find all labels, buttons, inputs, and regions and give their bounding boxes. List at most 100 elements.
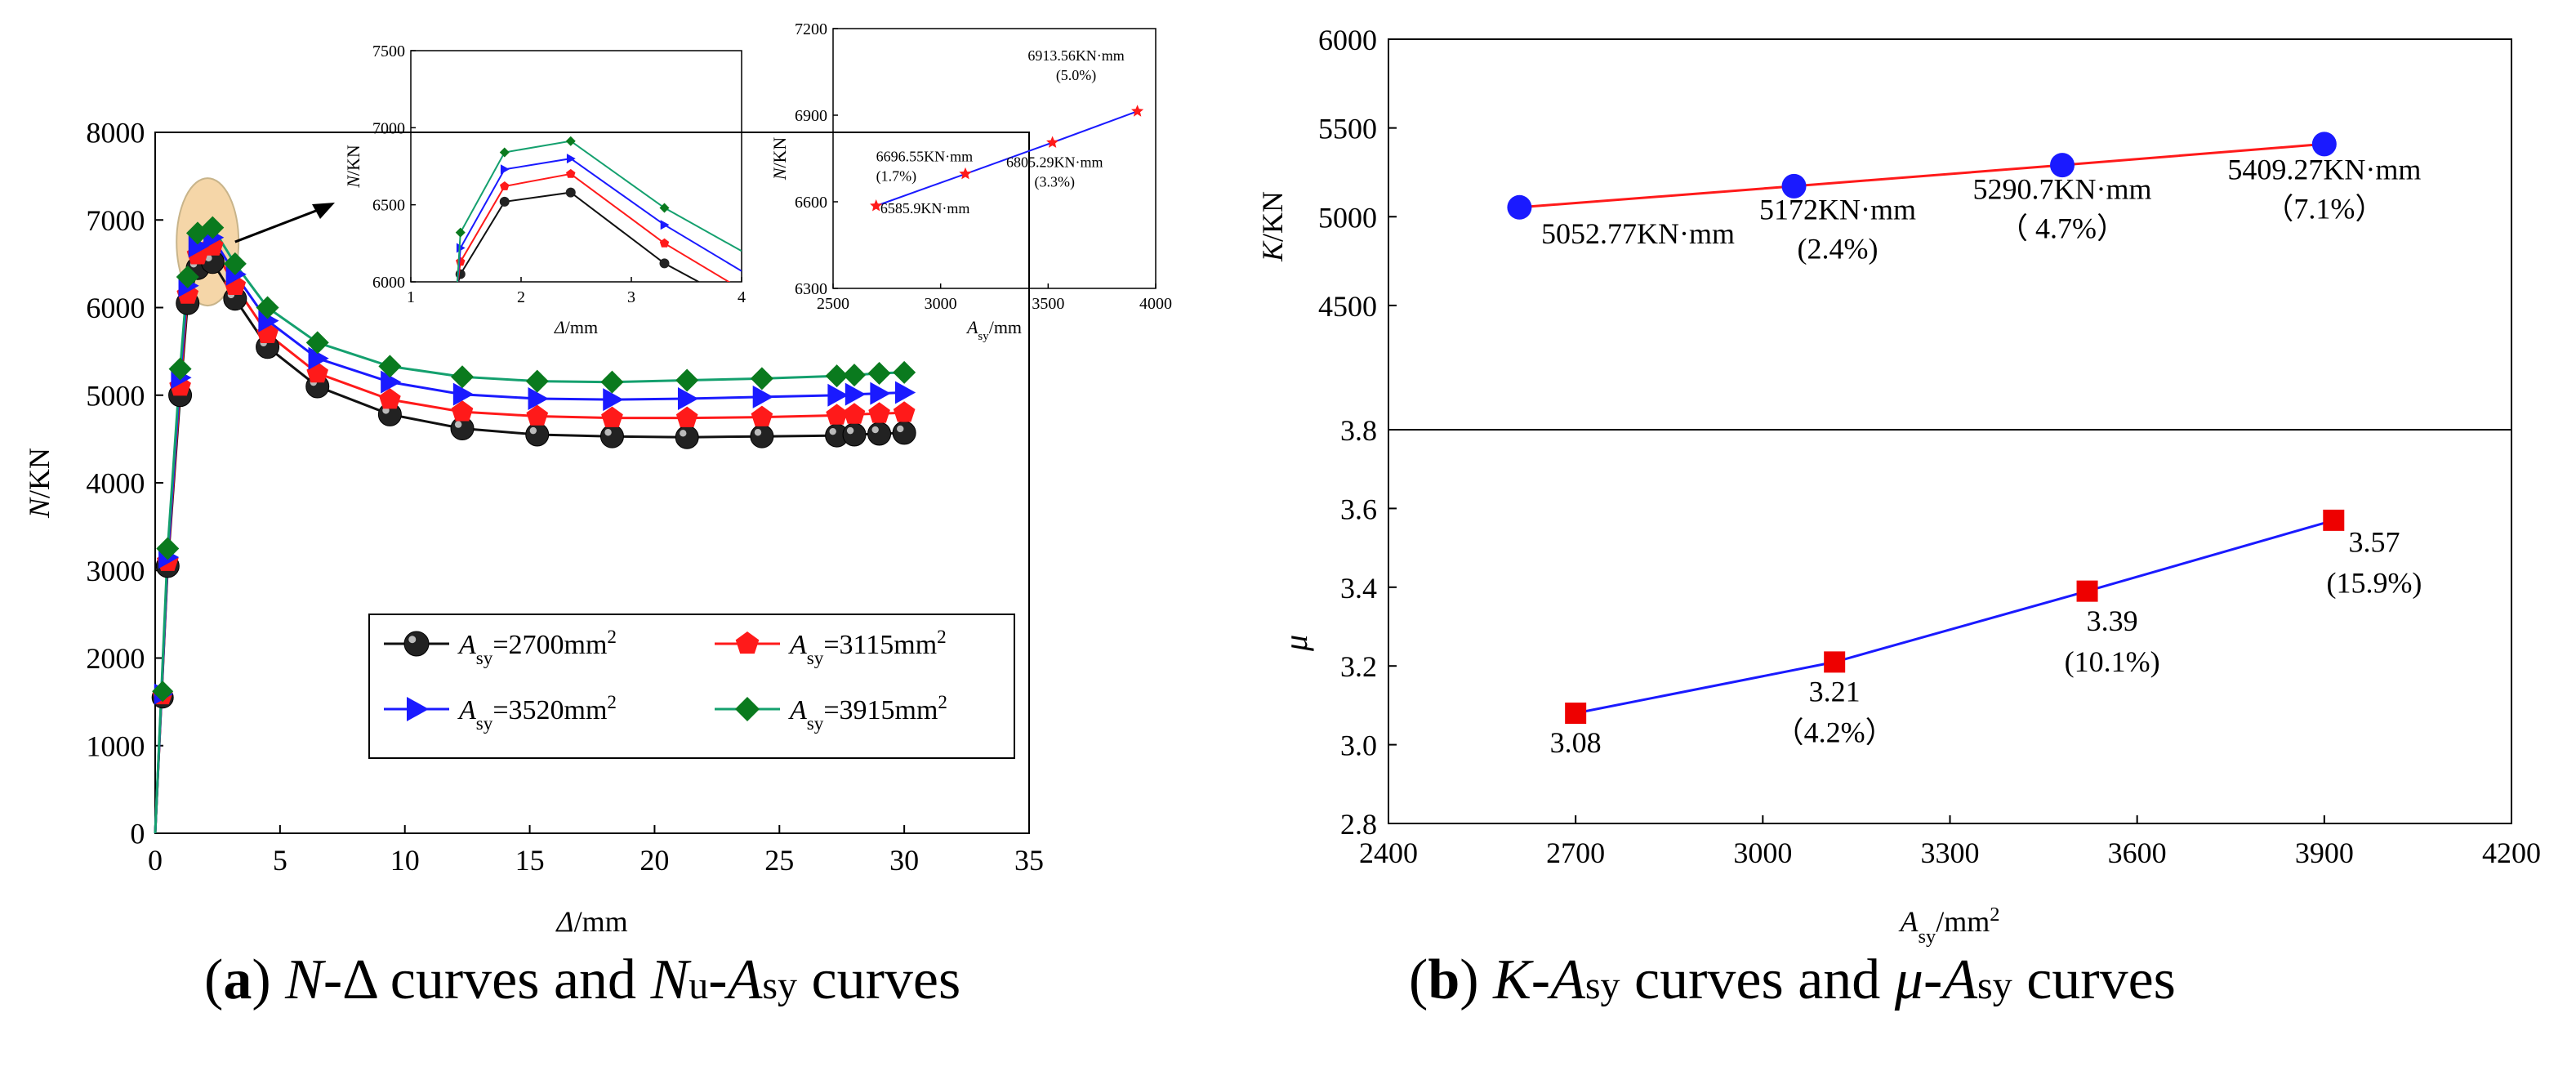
x-axis-label: Δ/mm	[555, 905, 627, 938]
data-point	[893, 401, 916, 422]
data-point	[1046, 136, 1059, 148]
inset-plot-area	[455, 136, 742, 282]
legend-label: Asy=3520mm2	[457, 692, 617, 734]
y-tick-label: 6900	[795, 107, 827, 125]
chart-k-asy: 4500 5000 5500 6000 K/KN 5052.77KN·mm 5172KN·m…	[1256, 24, 2512, 431]
y-axis-label: K/KN	[1256, 191, 1289, 262]
series-line-1	[457, 172, 731, 282]
chart-mu-asy: 2400 2700 3000 3300 3600 3900 4200 2.8 3.0 3.2 3.4…	[1277, 414, 2541, 948]
x-tick-label: 25	[764, 844, 794, 877]
x-tick-label: 4200	[2482, 837, 2541, 869]
y-tick-label: 3000	[86, 555, 145, 587]
data-point	[452, 382, 475, 406]
data-point	[565, 136, 576, 146]
data-label: 3.08	[1550, 726, 1602, 759]
x-tick-label: 3	[627, 288, 635, 306]
y-tick-label: 7000	[372, 119, 405, 137]
data-label: (10.1%)	[2065, 645, 2160, 678]
series-line	[1519, 142, 2324, 209]
y-tick-label: 6500	[372, 197, 405, 215]
data-point	[892, 421, 916, 445]
legend-marker	[407, 697, 429, 721]
data-label: 5172KN·mm	[1759, 194, 1916, 226]
data-point	[2076, 580, 2098, 602]
data-point	[1781, 173, 1807, 199]
data-point	[456, 257, 466, 266]
y-tick-label: 6600	[795, 194, 827, 212]
caption-a: (a) N-Δ curves and Nu-Asy curves	[204, 948, 961, 1011]
x-tick-label: 4000	[1139, 295, 1172, 313]
data-point-highlight	[897, 425, 904, 433]
data-point	[305, 331, 329, 355]
data-point-highlight	[754, 429, 762, 436]
x-tick-label: 2400	[1359, 837, 1418, 869]
data-label: (5.0%)	[1056, 67, 1096, 84]
data-point	[659, 238, 670, 248]
x-tick-label: 3900	[2295, 837, 2354, 869]
data-label: （7.1%）	[2264, 193, 2384, 225]
x-tick-label: 1	[407, 288, 415, 306]
data-point	[378, 355, 402, 378]
data-point	[2311, 132, 2337, 157]
data-point-highlight	[529, 426, 537, 435]
y-tick-label: 4500	[1318, 290, 1377, 323]
data-label: 3.57	[2348, 525, 2400, 558]
chart-n-delta: 0 5 10 15 20 25 30 35 0 1000 2000 3000 4000 5000 6000 7…	[23, 117, 1044, 938]
data-point-highlight	[604, 429, 612, 436]
zoom-arrow-line	[234, 208, 321, 243]
y-tick-label: 0	[130, 818, 145, 850]
data-point	[825, 364, 849, 388]
data-label: 5052.77KN·mm	[1541, 217, 1735, 250]
data-point	[842, 422, 867, 447]
data-point	[500, 164, 510, 175]
y-tick-label: 6300	[795, 280, 827, 298]
x-tick-label: 4	[738, 288, 746, 306]
data-point	[867, 422, 892, 446]
legend-marker	[735, 631, 760, 654]
data-point	[156, 537, 180, 560]
chart-inset-nu-asy: 2500 3000 3500 4000 6300 6600 6900 7200 Asy/mm N/…	[769, 20, 1172, 343]
x-tick-label: 20	[640, 844, 669, 877]
plot-frame	[832, 28, 1157, 289]
plot-frame	[1388, 429, 2512, 824]
x-tick-label: 5	[273, 844, 287, 877]
data-point	[1131, 105, 1144, 117]
x-tick-label: 2	[517, 288, 525, 306]
x-tick-label: 10	[390, 844, 420, 877]
x-tick-label: 3600	[2108, 837, 2167, 869]
y-tick-label: 6000	[372, 274, 405, 292]
data-point	[566, 154, 576, 164]
data-point	[659, 258, 670, 269]
y-tick-label: 3.0	[1340, 730, 1377, 762]
series-line	[876, 110, 1138, 207]
data-point	[381, 370, 402, 394]
data-point	[870, 199, 883, 212]
data-point-highlight	[454, 421, 462, 428]
data-point	[526, 404, 549, 426]
data-point	[675, 425, 699, 449]
x-tick-label: 3300	[1921, 837, 1980, 869]
data-point	[752, 385, 773, 408]
data-point	[675, 406, 698, 427]
series-line-3	[457, 140, 742, 282]
zoom-arrow-head	[312, 203, 335, 219]
data-point	[675, 368, 699, 392]
data-label: 6696.55KN·mm	[876, 149, 974, 165]
data-point	[528, 387, 549, 411]
data-point	[1824, 651, 1846, 673]
data-point	[525, 369, 549, 393]
x-axis-label: Asy/mm2	[1898, 904, 1999, 948]
y-tick-label: 7500	[372, 42, 405, 60]
data-point	[2050, 153, 2075, 178]
legend-marker	[735, 697, 760, 721]
data-label: (1.7%)	[876, 168, 916, 185]
data-point	[152, 681, 174, 703]
data-point	[868, 402, 890, 423]
legend-label: Asy=3915mm2	[788, 692, 947, 734]
x-tick-label: 3000	[1733, 837, 1792, 869]
x-tick-label: 3000	[925, 295, 957, 313]
data-point	[750, 424, 774, 448]
data-point	[451, 365, 475, 389]
y-tick-label: 7200	[795, 20, 827, 38]
chart-inset-zoom: 1 2 3 4 6000 6500 7000 7500 Δ/mm N/KN	[343, 42, 746, 337]
